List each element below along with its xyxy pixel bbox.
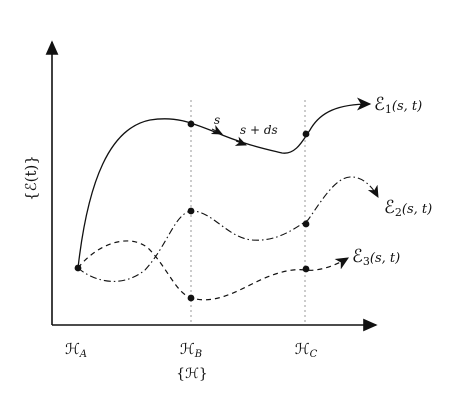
point-ha [74,264,82,272]
point-e1-hc [302,130,310,138]
curve-e1 [77,97,372,269]
curve-e3 [77,240,350,301]
point-e1-hb [187,120,195,128]
y-axis-label: {ℰ(t)} [22,155,40,201]
curve-label-e1: ℰ1(s, t) [374,94,422,116]
annotation-s: s [214,113,220,127]
s-arrow [210,125,223,135]
point-e2-hc [302,220,310,228]
x-tick-ha: ℋA [65,340,87,360]
x-tick-hb: ℋB [180,340,202,360]
point-e3-hb [187,294,195,302]
curve-e2 [77,176,379,282]
point-e2-hb [187,207,195,215]
curve-label-e2: ℰ2(s, t) [384,197,432,219]
x-axis-label: {ℋ} [176,366,208,382]
x-tick-hc: ℋC [295,340,318,360]
curve-label-e3: ℰ3(s, t) [352,246,400,268]
annotation-s-plus-ds: s + ds [240,123,278,137]
s-plus-ds-arrow [234,136,247,146]
point-e3-hc [302,265,310,273]
